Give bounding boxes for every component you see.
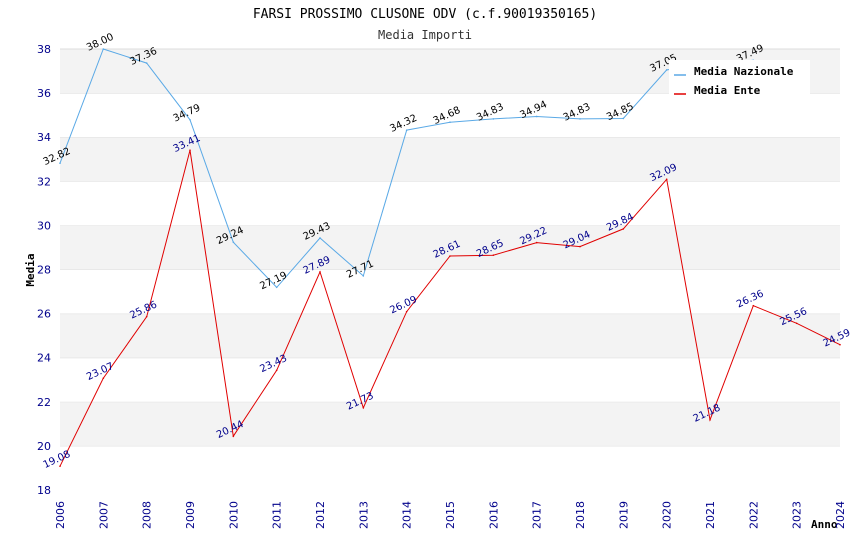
x-tick-label: 2018 (574, 501, 587, 529)
series-media-nazionale-line (59, 48, 754, 289)
x-tick-label: 2022 (747, 501, 760, 529)
grid-band (60, 137, 840, 182)
series-media-nazionale-point (275, 286, 278, 289)
y-tick-label: 26 (37, 308, 51, 321)
y-axis-label: Media (24, 253, 37, 286)
series-media-nazionale-point (59, 162, 61, 165)
series-media-ente-point (189, 149, 191, 152)
y-tick-label: 22 (37, 396, 51, 409)
series-media-ente-point (232, 435, 235, 437)
series-media-nazionale-point (579, 118, 581, 120)
x-tick-label: 2009 (184, 501, 197, 529)
series-media-ente-point (102, 377, 105, 380)
series-media-ente-point (665, 178, 668, 181)
x-tick-label: 2008 (141, 501, 154, 529)
series-media-nazionale-point (189, 118, 191, 121)
series-media-nazionale-point (665, 69, 668, 71)
series-media-nazionale-point (492, 118, 495, 120)
legend: Media Nazionale Media Ente (669, 60, 810, 100)
y-tick-label: 18 (37, 484, 51, 497)
x-tick-label: 2021 (704, 501, 717, 529)
x-tick-label: 2024 (834, 501, 847, 529)
x-tick-label: 2016 (487, 501, 500, 529)
x-tick-label: 2019 (617, 501, 630, 529)
series-media-ente-point (405, 310, 408, 313)
series-lines (59, 48, 841, 467)
y-tick-label: 32 (37, 175, 51, 188)
series-media-nazionale-point (405, 129, 408, 131)
series-media-nazionale-point (622, 117, 625, 120)
series-media-ente-point (839, 343, 841, 346)
y-tick-label: 28 (37, 264, 51, 277)
y-axis-ticks: 18 20 22 24 26 28 30 32 34 36 38 (37, 43, 51, 497)
series-media-ente-point (535, 241, 538, 244)
x-tick-label: 2023 (791, 501, 804, 529)
x-tick-label: 2010 (227, 501, 240, 529)
y-tick-label: 34 (37, 131, 51, 144)
series-media-ente-point (795, 322, 798, 325)
series-media-nazionale-point (102, 48, 105, 50)
grid-band (60, 269, 840, 314)
legend-entry: Media Ente (694, 84, 761, 97)
x-tick-label: 2007 (97, 501, 110, 529)
x-tick-label: 2020 (661, 501, 674, 529)
y-tick-label: 38 (37, 43, 51, 56)
series-media-ente-point (362, 406, 365, 409)
x-tick-label: 2017 (531, 501, 544, 529)
x-tick-label: 2011 (271, 501, 284, 529)
series-media-ente-point (752, 304, 755, 307)
series-media-ente-point (449, 255, 451, 257)
series-media-ente-point (622, 228, 625, 230)
x-axis-label: Anno (811, 518, 838, 531)
series-media-nazionale-point (145, 62, 148, 64)
series-media-nazionale-point (319, 237, 321, 239)
series-media-ente-point (579, 245, 581, 248)
x-tick-label: 2014 (401, 501, 414, 529)
series-media-ente-point (59, 465, 61, 467)
chart-subtitle: Media Importi (378, 28, 472, 42)
series-media-nazionale-point (232, 241, 235, 243)
legend-background (669, 60, 810, 100)
series-media-ente-point (319, 271, 321, 273)
series-media-ente-point (145, 315, 148, 318)
series-media-nazionale-point (535, 115, 538, 118)
series-media-ente-point (492, 254, 495, 256)
grid-band (60, 357, 840, 402)
legend-entry: Media Nazionale (694, 65, 794, 78)
y-tick-label: 36 (37, 87, 51, 100)
grid-band (60, 93, 840, 138)
series-media-nazionale-point (362, 275, 365, 277)
grid-band (60, 313, 840, 358)
x-tick-label: 2012 (314, 501, 327, 529)
series-media-ente-point (709, 419, 711, 421)
x-axis-ticks: 2006 2007 2008 2009 2010 2011 2012 2013 2014 2015… (54, 501, 847, 529)
chart-title: FARSI PROSSIMO CLUSONE ODV (c.f.90019350… (253, 7, 597, 22)
grid-band (60, 401, 840, 446)
series-media-ente-point (275, 369, 278, 372)
x-tick-label: 2015 (444, 501, 457, 529)
y-tick-label: 24 (37, 352, 51, 365)
series-media-nazionale-point (449, 121, 451, 124)
y-tick-label: 30 (37, 219, 51, 232)
grid-band (60, 181, 840, 226)
grid-band (60, 225, 840, 270)
y-tick-label: 20 (37, 440, 51, 453)
x-tick-label: 2013 (357, 501, 370, 529)
x-tick-label: 2006 (54, 501, 67, 529)
grid-band (60, 445, 840, 490)
